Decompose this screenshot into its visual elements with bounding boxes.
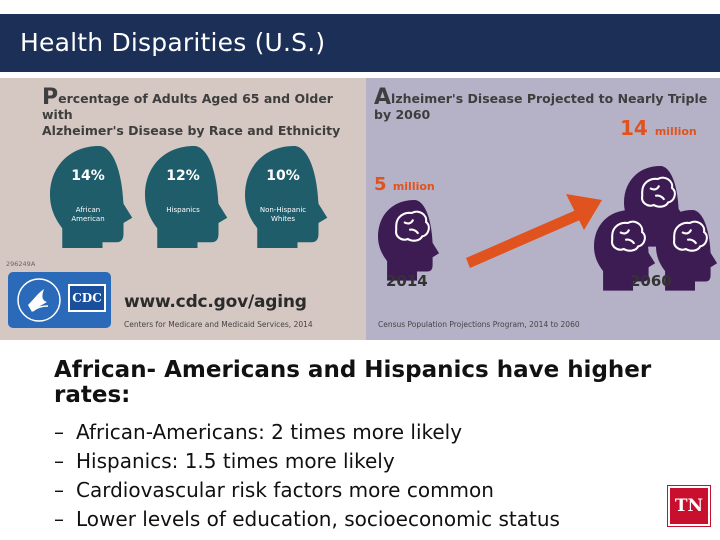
infographic: Percentage of Adults Aged 65 and Older w…	[0, 78, 720, 340]
left-title-line2: Alzheimer's Disease by Race and Ethnicit…	[42, 123, 341, 138]
label-nhw-1: Non-Hispanic	[259, 206, 307, 214]
end-value: 14 million	[620, 116, 697, 140]
year-end: 2060	[630, 272, 672, 290]
label-hispanics: Hispanics	[153, 206, 213, 215]
head-non-hispanic-whites	[245, 146, 328, 248]
race-ethnicity-panel: Percentage of Adults Aged 65 and Older w…	[0, 78, 366, 340]
hhs-eagle-icon	[17, 278, 61, 322]
left-credit: Centers for Medicare and Medicaid Servic…	[124, 320, 313, 329]
headline-line2: rates:	[54, 382, 131, 408]
headline-line1: African- Americans and Hispanics have hi…	[54, 357, 652, 383]
pct-non-hispanic-whites: 10%	[266, 168, 300, 184]
right-credit: Census Population Projections Program, 2…	[378, 320, 580, 329]
bullet-item: – African-Americans: 2 times more likely	[54, 418, 560, 447]
pct-african-american: 14%	[71, 168, 105, 184]
projection-arrow-icon	[466, 194, 602, 268]
bullet-text: African-Americans: 2 times more likely	[76, 420, 463, 444]
right-panel-title: Alzheimer's Disease Projected to Nearly …	[374, 87, 714, 123]
projection-graphic	[378, 166, 718, 291]
bullet-text: Hispanics: 1.5 times more likely	[76, 449, 395, 473]
figure-code: 296249A	[6, 260, 36, 268]
bullet-dash: –	[54, 420, 64, 444]
left-panel-title: Percentage of Adults Aged 65 and Older w…	[42, 87, 362, 139]
bullet-dash: –	[54, 478, 64, 502]
label-african-american-1: African	[75, 206, 101, 214]
bullet-list: – African-Americans: 2 times more likely …	[54, 418, 560, 534]
head-african-american	[50, 146, 133, 248]
label-non-hispanic-whites: Non-Hispanic Whites	[253, 206, 313, 224]
top-strip	[0, 0, 720, 14]
cdc-url: www.cdc.gov/aging	[124, 292, 307, 312]
right-title-initial: A	[374, 85, 392, 110]
start-unit: million	[392, 180, 435, 193]
cdc-logo: CDC	[8, 272, 111, 328]
bullet-dash: –	[54, 507, 64, 531]
head-2014	[378, 200, 440, 281]
body-headline: African- Americans and Hispanics have hi…	[54, 358, 694, 408]
label-nhw-2: Whites	[270, 215, 295, 223]
pct-hispanics: 12%	[166, 168, 200, 184]
start-number: 5	[374, 174, 387, 195]
head-hispanics	[145, 146, 228, 248]
label-african-american: African American	[58, 206, 118, 224]
start-value: 5 million	[374, 174, 435, 195]
year-start: 2014	[386, 272, 428, 290]
slide-title: Health Disparities (U.S.)	[20, 28, 326, 57]
bullet-text: Lower levels of education, socioeconomic…	[76, 507, 560, 531]
bullet-item: – Hispanics: 1.5 times more likely	[54, 447, 560, 476]
bullet-dash: –	[54, 449, 64, 473]
heads-row	[50, 146, 328, 248]
projection-panel: Alzheimer's Disease Projected to Nearly …	[366, 78, 720, 340]
left-title-initial: P	[42, 85, 59, 110]
right-title-rest: lzheimer's Disease Projected to Nearly T…	[374, 91, 708, 122]
end-number: 14	[620, 116, 648, 140]
left-title-line1: ercentage of Adults Aged 65 and Older wi…	[42, 91, 333, 122]
cdc-wordmark: CDC	[68, 284, 106, 312]
bullet-text: Cardiovascular risk factors more common	[76, 478, 494, 502]
bullet-item: – Cardiovascular risk factors more common	[54, 476, 560, 505]
label-hispanics-1: Hispanics	[166, 206, 200, 214]
label-african-american-2: American	[71, 215, 105, 223]
end-unit: million	[654, 125, 697, 138]
title-bar: Health Disparities (U.S.)	[0, 14, 720, 72]
tn-logo: TN	[667, 485, 711, 527]
bullet-item: – Lower levels of education, socioeconomi…	[54, 505, 560, 534]
